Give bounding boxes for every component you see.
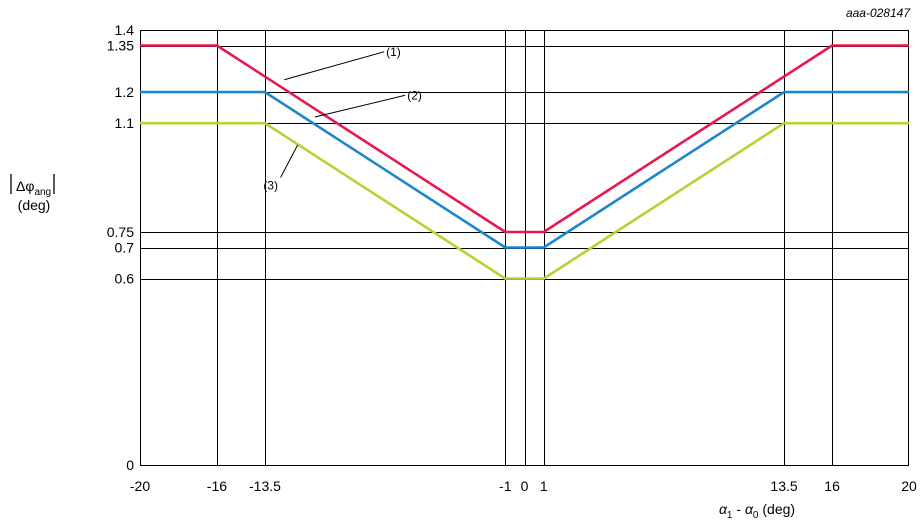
x-tick-label: 0 — [521, 478, 529, 494]
callout-leader — [314, 94, 406, 118]
y-tick-label: 1.2 — [115, 84, 135, 100]
xlabel-alpha0: α — [745, 501, 754, 517]
series-group — [140, 44, 909, 280]
x-tick-label: -16 — [207, 478, 227, 494]
series-line-2 — [140, 90, 909, 249]
callouts: (1) (2) (3) — [263, 45, 422, 193]
series-line-3 — [140, 121, 909, 280]
y-tick-label: 0.6 — [115, 271, 135, 287]
xlabel-alpha0-sub: 0 — [753, 510, 759, 521]
x-axis-label: α1 - α0 (deg) — [719, 501, 795, 521]
series-label-2: (2) — [407, 88, 422, 102]
y-axis-label: Δφang (deg) — [10, 174, 55, 213]
y-tick-label: 0.7 — [115, 240, 135, 256]
y-tick-label: 1.35 — [107, 38, 134, 54]
y-tick-label: 1.4 — [115, 22, 135, 38]
x-tick-label: -1 — [499, 478, 512, 494]
callout-leader — [284, 51, 385, 81]
xlabel-alpha1-sub: 1 — [727, 510, 733, 521]
xlabel-unit: (deg) — [758, 501, 795, 517]
callout-leader — [280, 144, 299, 178]
figure-reference: aaa-028147 — [846, 6, 911, 20]
ylabel-subscript: ang — [34, 187, 51, 198]
ylabel-unit: (deg) — [18, 197, 51, 213]
y-tick-label: 0 — [126, 457, 134, 473]
x-tick-label: 13.5 — [770, 478, 797, 494]
x-tick-label: -13.5 — [249, 478, 281, 494]
axes — [140, 30, 909, 466]
xlabel-minus: - — [732, 501, 744, 517]
ylabel-symbol: Δφ — [16, 178, 34, 194]
y-tick-label: 1.1 — [115, 115, 135, 131]
tick-labels: 00.60.70.751.11.21.351.4-20 -16 -13.5 -1 0 1 1… — [107, 22, 917, 494]
x-tick-label: 16 — [824, 478, 840, 494]
y-tick-label: 0.75 — [107, 224, 134, 240]
x-tick-label: -20 — [130, 478, 150, 494]
x-tick-label: 20 — [901, 478, 917, 494]
series-label-3: (3) — [263, 178, 278, 192]
grid — [140, 30, 909, 465]
series-label-1: (1) — [386, 45, 401, 59]
x-tick-label: 1 — [540, 478, 548, 494]
svg-text:Δφang: Δφang — [16, 178, 51, 198]
xlabel-alpha1: α — [719, 501, 728, 517]
series-line-1 — [140, 44, 909, 234]
